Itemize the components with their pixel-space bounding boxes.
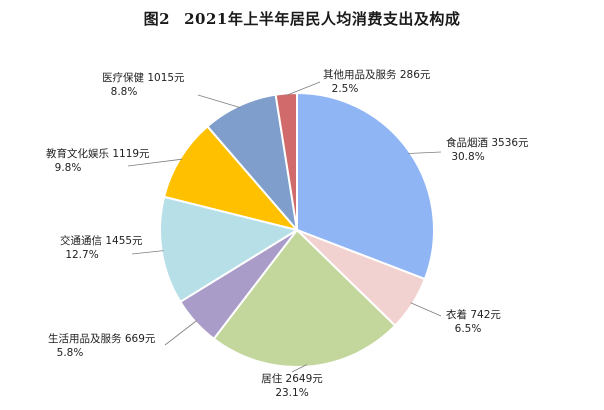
leader-line <box>127 158 183 167</box>
leader-line <box>286 81 321 96</box>
pie-slice <box>162 124 300 232</box>
slice-label: 食品烟酒 3536元 <box>446 136 529 149</box>
leader-line <box>131 250 164 255</box>
pie-slice <box>296 91 435 281</box>
slice-label: 衣着 742元 <box>446 308 501 321</box>
leader-line <box>410 302 442 317</box>
figure-number: 图2 <box>143 10 171 28</box>
slice-label: 生活用品及服务 669元 <box>48 332 156 345</box>
pie-slice <box>274 91 298 231</box>
slice-percent-label: 9.8% <box>55 162 82 174</box>
pie-slices <box>159 91 435 368</box>
chart-title: 图2 2021年上半年居民人均消费支出及构成 <box>0 8 604 29</box>
slice-percent-label: 23.1% <box>275 387 308 399</box>
pie-slice <box>212 228 397 368</box>
leader-line <box>291 364 307 373</box>
slice-label: 医疗保健 1015元 <box>102 71 185 84</box>
leader-line <box>408 151 442 154</box>
leader-line <box>197 94 241 108</box>
slice-label: 交通通信 1455元 <box>60 234 143 247</box>
slice-percent-label: 2.5% <box>332 83 359 95</box>
slice-labels: 食品烟酒 3536元 30.8% 衣着 742元 6.5% 居住 2649元 23.1% 生… <box>46 68 529 399</box>
leader-lines <box>127 81 442 373</box>
slice-percent-label: 8.8% <box>111 86 138 98</box>
figure-title: 2021年上半年居民人均消费支出及构成 <box>184 10 461 28</box>
slice-percent-label: 12.7% <box>65 249 98 261</box>
slice-percent-label: 30.8% <box>451 151 484 163</box>
slice-percent-label: 5.8% <box>57 347 84 359</box>
slice-label: 居住 2649元 <box>261 372 323 385</box>
slice-label: 其他用品及服务 286元 <box>323 68 431 81</box>
slice-label: 教育文化娱乐 1119元 <box>46 147 150 160</box>
leader-line <box>164 320 198 346</box>
slice-percent-label: 6.5% <box>455 323 482 335</box>
